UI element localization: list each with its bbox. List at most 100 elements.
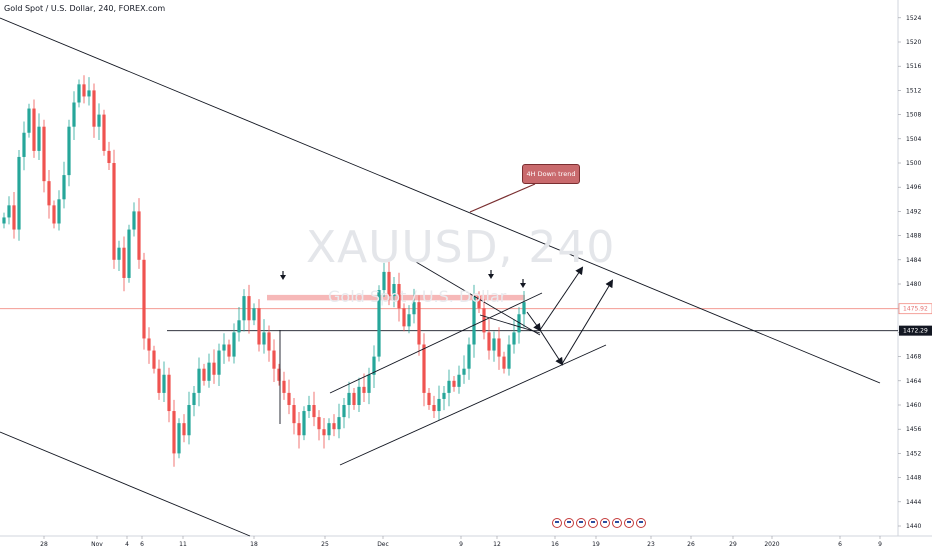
us-flag-icon[interactable] — [564, 518, 574, 528]
candle-body — [457, 374, 461, 387]
candle-body — [432, 405, 436, 412]
watermark-description: Gold Spot / U.S. Dollar — [328, 287, 507, 306]
price-tag: 1472.29 — [899, 325, 932, 336]
down-trend-callout[interactable]: 4H Down trend — [522, 164, 580, 184]
candle-body — [167, 374, 171, 412]
candle-body — [187, 405, 191, 436]
candle-body — [182, 423, 186, 436]
candle-body — [232, 332, 236, 357]
candle-body — [92, 90, 96, 127]
candle-body — [242, 296, 246, 321]
candle-body — [452, 380, 456, 387]
time-tick-label: 28 — [40, 541, 48, 548]
candle-body — [207, 362, 211, 381]
projection-arrow — [539, 266, 584, 331]
projection-arrow — [526, 311, 542, 332]
us-flag-icon[interactable] — [612, 518, 622, 528]
time-tick-label: 23 — [647, 541, 655, 548]
price-tag-box — [899, 325, 932, 336]
us-flag-icon[interactable] — [600, 518, 610, 528]
callout-pointer — [469, 183, 536, 213]
candle-body — [377, 290, 381, 357]
candle-body — [302, 411, 306, 436]
price-tick-label: 1468 — [906, 354, 921, 361]
price-tick-label: 1504 — [906, 136, 921, 143]
price-tick-label: 1496 — [906, 184, 921, 191]
candle-body — [32, 108, 36, 151]
candle-body — [57, 199, 61, 224]
candle-body — [202, 368, 206, 381]
candle-body — [517, 314, 521, 333]
candle-body — [437, 398, 441, 412]
candle-body — [347, 392, 351, 405]
candle-body — [27, 108, 31, 133]
candle-body — [487, 332, 491, 351]
economic-events[interactable] — [552, 518, 646, 528]
projection-arrow — [561, 279, 614, 365]
candle-body — [417, 302, 421, 345]
price-tick-label: 1460 — [906, 402, 921, 409]
candle-body — [122, 247, 126, 278]
candle-body — [372, 356, 376, 375]
candle-body — [307, 405, 311, 412]
time-tick-label: 25 — [321, 541, 329, 548]
candle-body — [497, 338, 501, 357]
candle-body — [352, 392, 356, 405]
us-flag-icon[interactable] — [636, 518, 646, 528]
resistance-zone — [267, 294, 525, 301]
time-tick-label: 6 — [140, 541, 144, 548]
candle-body — [292, 405, 296, 424]
us-flag-icon[interactable] — [552, 518, 562, 528]
candle-body — [397, 284, 401, 309]
price-tick-label: 1452 — [906, 450, 921, 457]
candle-body — [357, 386, 361, 405]
candle-body — [442, 392, 446, 399]
price-tick-label: 1488 — [906, 233, 921, 240]
down-arrow-icon — [280, 275, 286, 280]
candle-body — [407, 314, 411, 327]
time-tick-label: 19 — [592, 541, 600, 548]
triangle-lower-line — [479, 314, 541, 334]
us-flag-icon[interactable] — [624, 518, 634, 528]
candle-body — [67, 126, 71, 176]
candle-body — [217, 350, 221, 375]
candle-body — [42, 126, 46, 182]
candle-body — [97, 114, 101, 127]
candle-body — [312, 405, 316, 418]
time-tick-label: 18 — [250, 541, 258, 548]
candle-body — [402, 308, 406, 327]
candle-body — [512, 332, 516, 345]
price-tick-label: 1484 — [906, 257, 921, 264]
candle-body — [47, 181, 51, 206]
price-tick-label: 1444 — [906, 499, 921, 506]
time-tick-label: 6 — [838, 541, 842, 548]
candle-body — [337, 417, 341, 430]
candle-body — [127, 229, 131, 278]
candle-body — [257, 308, 261, 345]
candle-body — [462, 368, 466, 375]
candle-body — [107, 150, 111, 163]
candle-body — [227, 344, 231, 357]
time-tick-label: 26 — [687, 541, 695, 548]
candle-body — [162, 374, 166, 393]
candle-body — [247, 296, 251, 321]
price-tick-label: 1464 — [906, 378, 921, 385]
candle-body — [367, 374, 371, 393]
candle-body — [82, 84, 86, 97]
candle-body — [267, 332, 271, 351]
watermark-symbol: XAUUSD, 240 — [306, 222, 616, 273]
candle-body — [22, 132, 26, 157]
triangle-upper-line — [415, 261, 541, 336]
candle-body — [387, 271, 391, 297]
projection-arrow — [539, 329, 564, 366]
candle-body — [422, 344, 426, 393]
us-flag-icon[interactable] — [588, 518, 598, 528]
candle-body — [37, 126, 41, 151]
candle-body — [12, 205, 16, 230]
candle-body — [522, 302, 526, 315]
us-flag-icon[interactable] — [576, 518, 586, 528]
candle-body — [317, 417, 321, 430]
price-tick-label: 1440 — [906, 523, 921, 530]
time-tick-label: 29 — [729, 541, 737, 548]
